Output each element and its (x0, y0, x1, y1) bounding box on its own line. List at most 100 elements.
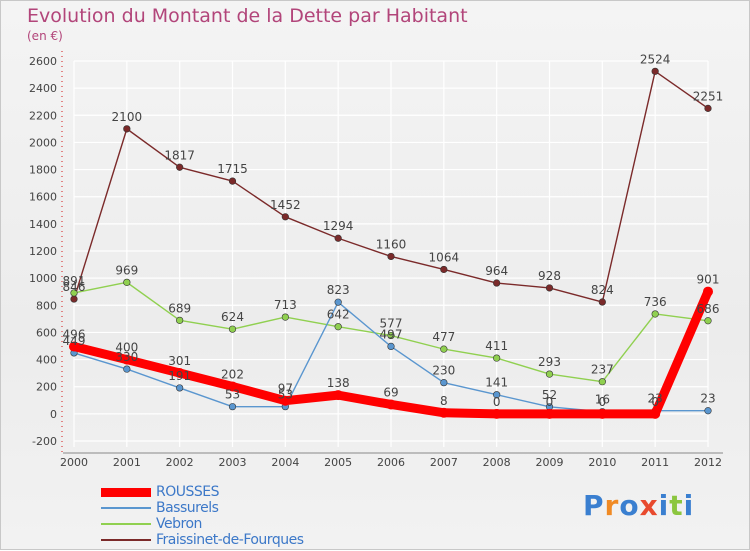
data-label: 53 (278, 388, 293, 402)
data-label: 577 (380, 317, 403, 331)
legend-label: Vebron (156, 516, 202, 532)
data-label: 891 (63, 274, 86, 288)
data-label: 16 (595, 393, 610, 407)
data-label: 0 (599, 395, 607, 409)
data-label: 1160 (376, 237, 407, 251)
x-tick-label: 2005 (324, 456, 352, 469)
data-label: 1452 (270, 198, 301, 212)
data-point (597, 408, 608, 419)
data-point (70, 289, 78, 297)
data-label: 689 (168, 301, 191, 315)
chart-title: Evolution du Montant de la Dette par Hab… (27, 5, 468, 27)
data-label: 2100 (112, 110, 143, 124)
x-tick-label: 2010 (588, 456, 616, 469)
data-label: 642 (327, 308, 350, 322)
x-tick-label: 2012 (694, 456, 722, 469)
data-label: 969 (115, 263, 138, 277)
data-point (438, 407, 449, 418)
data-labels: 846 2100 1817 1715 1452 1294 1160 1064 964 928 824… (63, 52, 724, 409)
data-point (651, 310, 659, 318)
data-label: 824 (591, 283, 614, 297)
data-point (545, 284, 554, 292)
data-label: 624 (221, 310, 244, 324)
data-label: 496 (63, 328, 86, 342)
data-point (440, 379, 448, 387)
data-point (544, 408, 555, 419)
data-label: 400 (115, 341, 138, 355)
data-label: 964 (485, 264, 508, 278)
data-point (651, 67, 659, 75)
data-label: 8 (440, 394, 448, 408)
y-tick-label: 1800 (29, 164, 57, 177)
data-label: 713 (274, 298, 297, 312)
legend-label: ROUSSES (156, 484, 220, 500)
data-label: 2524 (640, 52, 671, 66)
y-tick-label: 600 (36, 326, 57, 339)
data-label: 237 (591, 363, 614, 377)
axes: -200020040060080010001200140016001800200… (29, 51, 723, 469)
data-label: 411 (485, 339, 508, 353)
data-label: 301 (168, 354, 191, 368)
data-label: 1817 (164, 148, 195, 162)
x-tick-label: 2006 (377, 456, 405, 469)
legend-swatch (101, 523, 151, 525)
data-point (491, 408, 502, 419)
data-label: 191 (168, 369, 191, 383)
legend-label: Bassurels (156, 500, 219, 516)
data-point (174, 368, 185, 379)
y-tick-label: 1200 (29, 245, 57, 258)
data-label: 97 (278, 382, 293, 396)
data-label: 230 (432, 364, 455, 378)
data-point (386, 399, 396, 410)
series-lines (69, 67, 713, 419)
data-point (123, 125, 131, 133)
data-point (123, 365, 131, 373)
data-point (704, 317, 712, 325)
data-label: 901 (697, 273, 720, 287)
data-point (440, 265, 448, 274)
x-tick-label: 2004 (271, 456, 299, 469)
data-point (176, 384, 184, 392)
y-tick-label: 1400 (29, 218, 57, 231)
data-point (334, 323, 342, 331)
x-tick-label: 2002 (166, 456, 194, 469)
x-tick-label: 2001 (113, 456, 141, 469)
y-tick-label: 1000 (29, 272, 57, 285)
data-point (69, 341, 79, 352)
legend-swatch (101, 507, 151, 509)
data-label: 477 (432, 330, 455, 344)
data-label: 736 (644, 295, 667, 309)
data-label: 138 (327, 376, 350, 390)
chart-unit: (en €) (27, 29, 63, 43)
y-tick-label: 1600 (29, 191, 57, 204)
data-point (228, 325, 237, 333)
data-point (227, 381, 238, 392)
data-point (598, 298, 606, 306)
data-label: 1294 (323, 219, 354, 233)
legend-swatch (101, 539, 151, 541)
data-label: 23 (648, 392, 663, 406)
x-tick-label: 2009 (536, 456, 564, 469)
y-tick-label: 2600 (29, 55, 57, 68)
data-label: 0 (493, 395, 501, 409)
x-tick-label: 2000 (60, 456, 88, 469)
data-point (440, 345, 448, 353)
data-point (176, 163, 184, 171)
proxiti-logo: Proxiti (583, 489, 694, 522)
y-tick-label: 800 (36, 299, 57, 312)
data-label: 928 (538, 269, 561, 283)
data-point (280, 395, 291, 406)
data-point (493, 391, 501, 399)
data-point (704, 104, 712, 112)
data-point (387, 331, 395, 340)
logo-letter: t (669, 489, 684, 522)
data-point (123, 278, 131, 286)
data-label: 497 (380, 327, 403, 341)
data-label: 202 (221, 367, 244, 381)
data-point (334, 234, 342, 242)
data-point (333, 390, 344, 401)
logo-letter: o (619, 489, 640, 522)
data-label: 52 (542, 388, 557, 402)
data-point (703, 286, 713, 297)
